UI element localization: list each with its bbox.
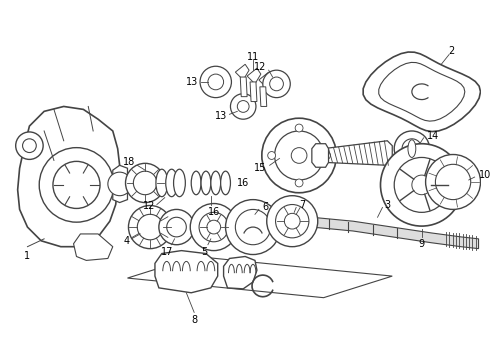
Text: 11: 11 [247, 53, 259, 62]
Circle shape [262, 118, 336, 193]
Ellipse shape [173, 169, 185, 197]
Circle shape [237, 100, 249, 112]
Polygon shape [235, 64, 249, 80]
Text: 17: 17 [161, 247, 173, 257]
Circle shape [275, 204, 309, 238]
Text: 15: 15 [254, 163, 267, 173]
Text: 5: 5 [201, 247, 207, 257]
Text: 10: 10 [479, 170, 490, 180]
Text: 16: 16 [237, 178, 249, 188]
Circle shape [159, 210, 194, 245]
Polygon shape [270, 76, 284, 92]
Text: 12: 12 [143, 202, 155, 211]
Polygon shape [323, 141, 392, 165]
Text: 13: 13 [215, 111, 227, 121]
Circle shape [291, 148, 307, 163]
Circle shape [167, 217, 186, 237]
Polygon shape [312, 217, 479, 249]
Text: 9: 9 [418, 239, 425, 249]
Circle shape [53, 161, 100, 208]
Text: 4: 4 [123, 236, 129, 246]
Circle shape [208, 74, 223, 90]
Circle shape [402, 139, 422, 158]
Polygon shape [250, 82, 257, 102]
Polygon shape [247, 68, 261, 84]
Polygon shape [18, 107, 120, 247]
Circle shape [394, 157, 449, 212]
Circle shape [39, 148, 114, 222]
Circle shape [270, 77, 283, 91]
Text: 7: 7 [299, 199, 305, 210]
Polygon shape [379, 62, 465, 121]
Circle shape [137, 214, 163, 240]
Circle shape [133, 171, 157, 195]
Ellipse shape [408, 140, 416, 157]
Circle shape [225, 199, 280, 255]
Circle shape [284, 213, 300, 229]
Circle shape [128, 206, 171, 249]
Polygon shape [127, 256, 392, 298]
Circle shape [23, 139, 36, 153]
Circle shape [381, 144, 463, 226]
Ellipse shape [166, 169, 177, 197]
Polygon shape [312, 144, 328, 167]
Circle shape [394, 131, 430, 166]
Circle shape [412, 175, 432, 195]
Text: 14: 14 [427, 131, 439, 141]
Circle shape [200, 66, 231, 98]
Polygon shape [259, 72, 272, 88]
Text: 8: 8 [191, 315, 197, 325]
Circle shape [16, 132, 43, 159]
Polygon shape [240, 77, 247, 96]
Circle shape [235, 210, 270, 245]
Ellipse shape [201, 171, 211, 195]
Circle shape [274, 131, 323, 180]
Circle shape [322, 152, 330, 159]
Circle shape [125, 163, 165, 203]
Text: 16: 16 [208, 207, 220, 217]
Polygon shape [363, 52, 481, 131]
Text: 18: 18 [123, 157, 135, 167]
Circle shape [207, 220, 220, 234]
Circle shape [267, 196, 318, 247]
Circle shape [295, 179, 303, 187]
Circle shape [426, 154, 481, 210]
Text: 2: 2 [448, 46, 454, 55]
Text: 1: 1 [24, 251, 30, 261]
Circle shape [108, 172, 131, 196]
Text: 12: 12 [254, 62, 267, 72]
Polygon shape [260, 87, 267, 107]
Circle shape [436, 164, 471, 199]
Text: 3: 3 [384, 199, 391, 210]
Circle shape [230, 94, 256, 119]
Circle shape [295, 124, 303, 132]
Text: 6: 6 [263, 202, 269, 212]
Ellipse shape [191, 171, 201, 195]
Polygon shape [155, 251, 218, 293]
Polygon shape [74, 234, 113, 260]
Polygon shape [223, 256, 257, 289]
Ellipse shape [156, 169, 168, 197]
Circle shape [190, 203, 237, 251]
Ellipse shape [220, 171, 230, 195]
Circle shape [263, 70, 290, 98]
Text: 13: 13 [186, 77, 198, 87]
Circle shape [199, 212, 228, 242]
Circle shape [268, 152, 275, 159]
Polygon shape [113, 165, 127, 203]
Ellipse shape [211, 171, 220, 195]
